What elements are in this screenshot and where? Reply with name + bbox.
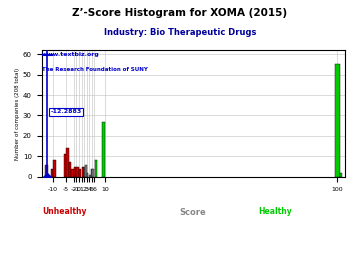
Y-axis label: Number of companies (208 total): Number of companies (208 total) [15,68,20,160]
Text: -12.2883: -12.2883 [50,109,82,114]
Text: The Research Foundation of SUNY: The Research Foundation of SUNY [42,68,148,72]
Bar [92,169,94,177]
Bar [91,169,92,177]
Text: Healthy: Healthy [258,207,292,217]
Bar [53,160,56,177]
Bar [74,167,76,177]
Bar [51,169,53,177]
Bar [85,164,87,177]
Text: www.textbiz.org: www.textbiz.org [42,52,100,57]
Bar [71,169,74,177]
Bar [95,160,97,177]
Bar [340,173,342,177]
Text: Z’-Score Histogram for XOMA (2015): Z’-Score Histogram for XOMA (2015) [72,8,288,18]
Bar [84,167,85,177]
Bar [76,167,79,177]
Bar [89,175,91,177]
Bar [102,122,105,177]
Bar [45,164,48,177]
Bar [335,65,340,177]
Bar [82,167,84,177]
Text: Unhealthy: Unhealthy [42,207,87,217]
Bar [87,173,88,177]
Bar [63,154,66,177]
Text: Industry: Bio Therapeutic Drugs: Industry: Bio Therapeutic Drugs [104,28,256,37]
Bar [79,169,81,177]
Bar [66,148,68,177]
Bar [69,163,71,177]
X-axis label: Score: Score [180,208,207,217]
